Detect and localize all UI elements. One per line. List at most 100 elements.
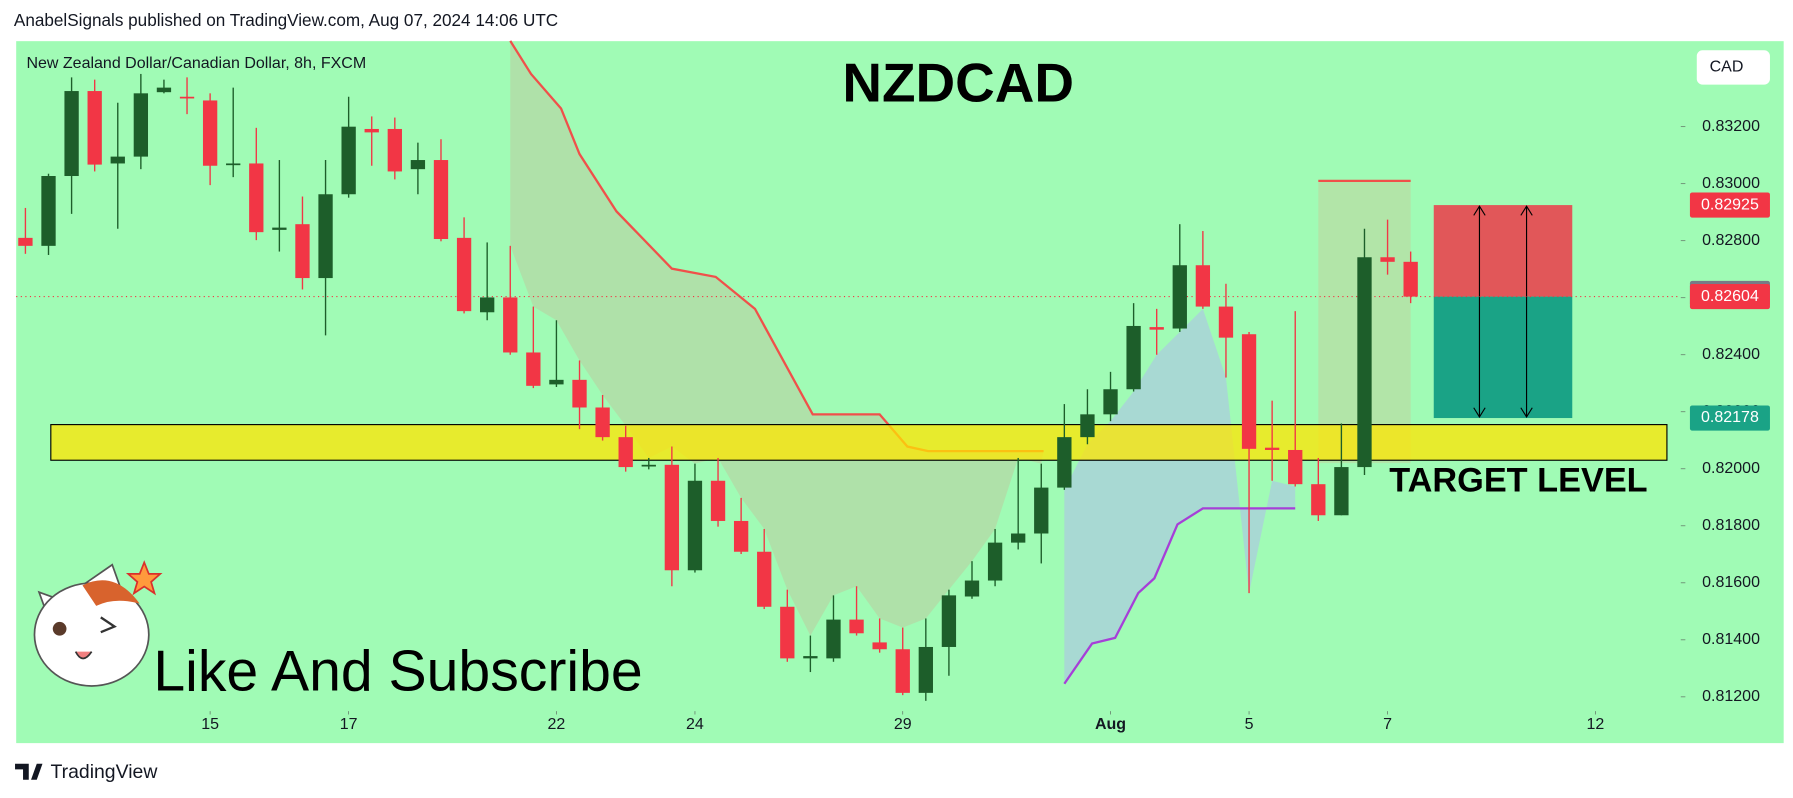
candle-body: [156, 87, 172, 93]
currency: CAD: [1710, 59, 1744, 76]
candle-body: [1241, 334, 1257, 449]
candle-body: [941, 595, 957, 647]
candle-body: [1334, 467, 1349, 516]
candle-body: [733, 520, 749, 552]
candle-body: [1288, 449, 1303, 485]
x-tick-label: 29: [894, 716, 912, 733]
candle-body: [572, 379, 587, 408]
candle-body: [1103, 389, 1118, 415]
y-tick-label: 0.81600: [1702, 574, 1760, 591]
indicator-shade: [510, 40, 1044, 636]
candle-body: [987, 542, 1003, 581]
candle-body: [803, 656, 818, 659]
y-tick-label: 0.81200: [1702, 688, 1760, 705]
eye: [52, 621, 67, 636]
target-label: TARGET LEVEL: [1389, 462, 1647, 500]
target-zone: [50, 424, 1668, 461]
candle-body: [1195, 265, 1211, 307]
x-tick-label: 17: [340, 716, 358, 733]
candle-body: [710, 480, 726, 521]
candle-body: [272, 227, 287, 230]
candle-body: [87, 91, 102, 165]
candle-body: [757, 551, 772, 607]
candle-body: [364, 128, 379, 133]
x-tick-label: Aug: [1095, 716, 1126, 733]
candle-body: [826, 619, 841, 659]
candle-body: [687, 480, 703, 571]
y-tick-label: 0.83200: [1702, 118, 1760, 135]
logo-mark: [15, 763, 43, 780]
candle-body: [133, 93, 149, 157]
candle-body: [1011, 533, 1026, 543]
position-risk: [1433, 205, 1573, 297]
price-tag: [1689, 405, 1770, 431]
position-reward: [1433, 296, 1573, 419]
candle-body: [1357, 257, 1372, 468]
x-tick-label: 22: [548, 716, 566, 733]
footer-logo: [15, 763, 43, 780]
x-tick-label: 7: [1383, 716, 1392, 733]
footer: TradingView: [50, 761, 158, 783]
candle-body: [1057, 437, 1072, 488]
candle-body: [895, 649, 910, 693]
candle-body: [295, 224, 310, 279]
star: [125, 560, 163, 596]
candle-body: [664, 464, 680, 571]
annotation: Like And Subscribe: [153, 640, 642, 704]
candle-body: [226, 163, 241, 166]
price-tag-label: 0.82178: [1701, 409, 1759, 426]
candle-body: [503, 297, 518, 353]
candle-body: [41, 176, 56, 246]
price-tag: [1689, 284, 1770, 310]
candle-body: [549, 379, 564, 385]
marks: 0.812000.814000.816000.818000.820000.822…: [16, 40, 1770, 733]
x-tick-label: 24: [686, 716, 704, 733]
y-tick-label: 0.81400: [1702, 631, 1760, 648]
candle-body: [18, 237, 33, 246]
candle-body: [480, 297, 495, 313]
y-tick-label: 0.81800: [1702, 517, 1760, 534]
candle-body: [1080, 414, 1095, 438]
candle-body: [249, 163, 264, 233]
price-tag-label: 0.82925: [1701, 196, 1759, 213]
candle-body: [526, 352, 541, 386]
candle-body: [618, 437, 633, 468]
currency-box: [1696, 50, 1770, 85]
candle-body: [341, 126, 356, 195]
price-tag-label: 0.82604: [1701, 288, 1759, 305]
y-tick-label: 0.82400: [1702, 346, 1760, 363]
candle-body: [872, 642, 887, 650]
candle-body: [1034, 487, 1049, 534]
y-tick-label: 0.83000: [1702, 175, 1760, 192]
candle-body: [918, 646, 933, 693]
symbol: New Zealand Dollar/Canadian Dollar, 8h, …: [26, 55, 366, 72]
y-tick-label: 0.82800: [1702, 232, 1760, 249]
y-tick-label: 0.82000: [1702, 460, 1760, 477]
candle-body: [1218, 306, 1234, 338]
arrow-head: [1520, 205, 1533, 418]
candle-body: [964, 580, 980, 597]
x-tick-label: 12: [1586, 716, 1604, 733]
candle-body: [1403, 261, 1418, 297]
candle-body: [780, 606, 795, 659]
candle-body: [641, 464, 656, 467]
x-tick-label: 15: [201, 716, 219, 733]
chart-title: NZDCAD: [842, 51, 1074, 113]
arrow-head: [1473, 205, 1486, 418]
candle-body: [433, 160, 449, 240]
price-tag: [1689, 192, 1770, 218]
candle-body: [64, 91, 79, 177]
mouth: [74, 651, 93, 660]
candle-body: [1380, 257, 1395, 262]
patch: [82, 580, 140, 606]
candle-body: [1311, 484, 1326, 516]
indicator-shade: [1064, 308, 1296, 684]
sticker: [33, 560, 163, 687]
header: AnabelSignals published on TradingView.c…: [14, 10, 558, 30]
candle-body: [410, 160, 426, 170]
candle-body: [1149, 327, 1164, 330]
candle-body: [179, 96, 195, 99]
candle-body: [318, 194, 333, 279]
